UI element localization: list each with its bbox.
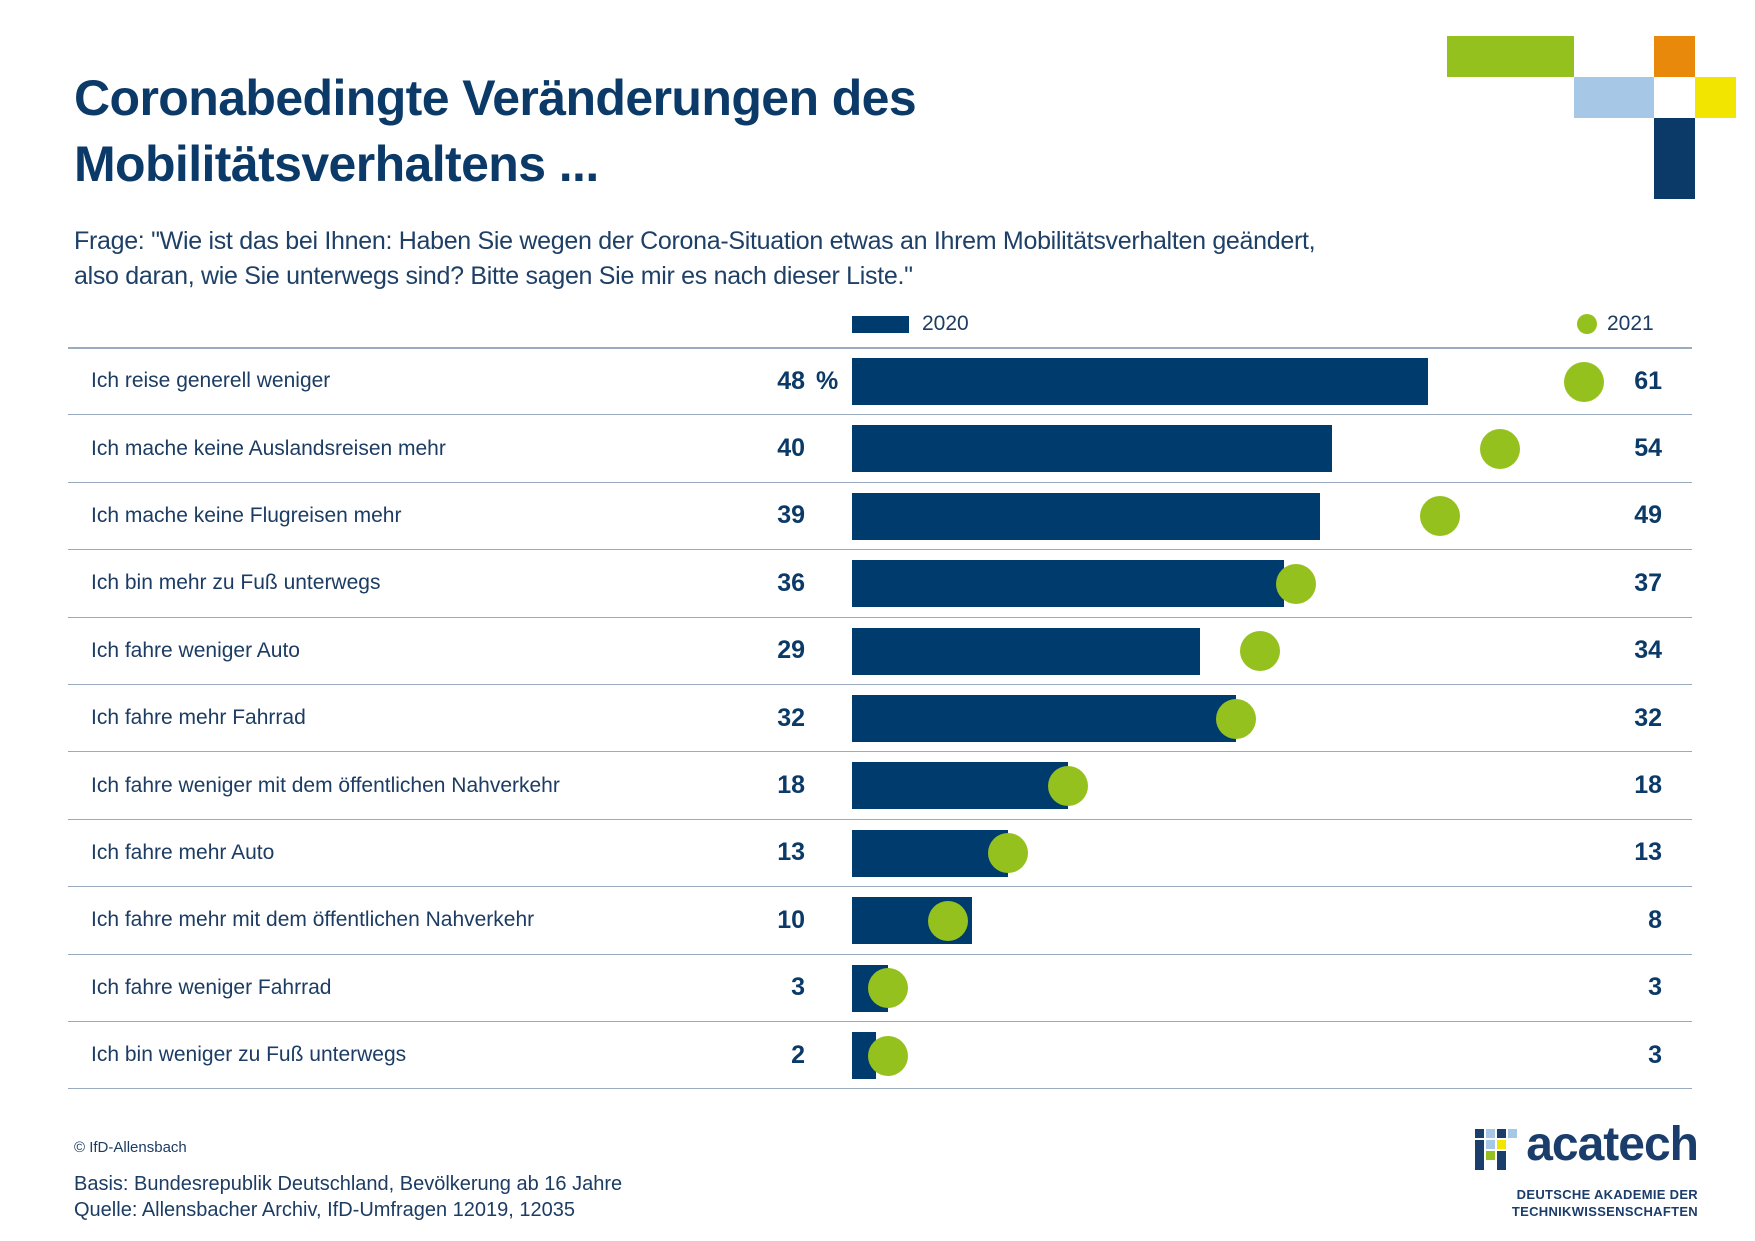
legend-label-2021: 2021 [1607, 312, 1654, 335]
value-label-2020: 3 [791, 973, 805, 1002]
value-label-2020: 39 [777, 501, 805, 530]
brand-block-green [1447, 36, 1574, 77]
value-label-2021: 37 [1634, 568, 1662, 597]
bar-2020 [852, 425, 1332, 473]
bar-2020 [852, 358, 1428, 405]
dot-2021 [868, 968, 908, 1009]
value-label-2021: 8 [1648, 905, 1662, 934]
value-label-2020: 13 [777, 838, 805, 867]
legend-label-2020: 2020 [922, 312, 969, 335]
value-label-2021: 18 [1634, 771, 1662, 800]
chart-row: Ich bin mehr zu Fuß unterwegs 36 37 [68, 550, 1692, 618]
source-text: Quelle: Allensbacher Archiv, IfD-Umfrage… [74, 1199, 576, 1221]
category-label: Ich fahre mehr Fahrrad [91, 706, 306, 730]
dot-2021 [1420, 496, 1460, 537]
value-label-2021: 49 [1634, 501, 1662, 530]
value-label-2020: 36 [777, 568, 805, 597]
value-label-2021: 54 [1634, 434, 1662, 463]
dot-2021 [1564, 361, 1604, 402]
copyright-text: © IfD-Allensbach [74, 1139, 187, 1156]
bar-2020 [852, 627, 1200, 675]
dot-2021 [928, 900, 968, 941]
chart-row: Ich fahre mehr Fahrrad 32 32 [68, 685, 1692, 753]
brand-block-navy [1654, 118, 1695, 199]
dot-2021 [1276, 563, 1316, 604]
value-label-2021: 3 [1648, 973, 1662, 1002]
category-label: Ich fahre weniger Fahrrad [91, 975, 332, 999]
chart-row: Ich reise generell weniger 48% 61 [68, 348, 1692, 416]
bar-2020 [852, 829, 1008, 877]
bar-2020 [852, 492, 1320, 540]
bar-2020 [852, 695, 1236, 742]
category-label: Ich mache keine Flugreisen mehr [91, 503, 402, 527]
value-label-2021: 13 [1634, 838, 1662, 867]
value-label-2020: 18 [777, 771, 805, 800]
table-top-rule [68, 347, 1692, 349]
category-label: Ich mache keine Auslandsreisen mehr [91, 436, 446, 460]
category-label: Ich reise generell weniger [91, 369, 331, 393]
chart-row: Ich mache keine Auslandsreisen mehr 40 54 [68, 415, 1692, 483]
bar-2020 [852, 762, 1068, 810]
legend-swatch-2021 [1577, 314, 1597, 334]
chart-row: Ich bin weniger zu Fuß unterwegs 2 3 [68, 1022, 1692, 1090]
acatech-logo-icon [1475, 1129, 1518, 1170]
legend-swatch-2020 [852, 316, 909, 333]
logo-tagline-line: TECHNIKWISSENSCHAFTEN [1511, 1204, 1698, 1219]
dot-2021 [1480, 429, 1520, 470]
acatech-logo: acatech [1475, 1118, 1699, 1171]
chart-row: Ich fahre mehr Auto 13 13 [68, 820, 1692, 888]
acatech-wordmark: acatech [1526, 1118, 1699, 1171]
question-text: Frage: "Wie ist das bei Ihnen: Haben Sie… [74, 224, 1316, 294]
category-label: Ich bin weniger zu Fuß unterwegs [91, 1043, 407, 1067]
chart-row: Ich fahre weniger Fahrrad 3 3 [68, 955, 1692, 1022]
value-label-2020: 29 [777, 636, 805, 665]
chart-row: Ich fahre mehr mit dem öffentlichen Nahv… [68, 887, 1692, 955]
question-line: Frage: "Wie ist das bei Ihnen: Haben Sie… [74, 227, 1316, 255]
brand-block-yellow [1695, 77, 1736, 118]
logo-tagline-line: DEUTSCHE AKADEMIE DER [1516, 1187, 1698, 1202]
value-label-2020: 10 [777, 905, 805, 934]
category-label: Ich bin mehr zu Fuß unterwegs [91, 571, 381, 595]
value-label-2021: 3 [1648, 1040, 1662, 1069]
basis-text: Basis: Bundesrepublik Deutschland, Bevöl… [74, 1173, 623, 1195]
question-line: also daran, wie Sie unterwegs sind? Bitt… [74, 262, 913, 290]
dot-2021 [1216, 698, 1256, 739]
category-label: Ich fahre mehr Auto [91, 840, 275, 864]
chart-row: Ich mache keine Flugreisen mehr 39 49 [68, 483, 1692, 551]
value-label-2021: 34 [1634, 636, 1662, 665]
category-label: Ich fahre mehr mit dem öffentlichen Nahv… [91, 908, 535, 932]
chart-row: Ich fahre weniger Auto 29 34 [68, 618, 1692, 685]
brand-block-orange [1654, 36, 1695, 77]
value-label-2021: 61 [1634, 366, 1662, 395]
value-label-2020: 32 [777, 703, 805, 732]
dot-2021 [1048, 766, 1088, 807]
category-label: Ich fahre weniger mit dem öffentlichen N… [91, 773, 560, 797]
value-label-2020: 2 [791, 1040, 805, 1069]
chart-row: Ich fahre weniger mit dem öffentlichen N… [68, 752, 1692, 820]
value-label-2021: 32 [1634, 703, 1662, 732]
unit-label: % [816, 366, 839, 395]
bar-2020 [852, 560, 1284, 608]
dot-2021 [1240, 631, 1280, 672]
dot-2021 [868, 1035, 908, 1076]
dot-2021 [988, 833, 1028, 874]
brand-block-light-blue [1574, 77, 1654, 118]
chart-title: Coronabedingte Veränderungen des Mobilit… [74, 70, 917, 192]
category-label: Ich fahre weniger Auto [91, 638, 300, 662]
value-label-2020: 40 [777, 434, 805, 463]
value-label-2020: 48 [777, 366, 805, 395]
